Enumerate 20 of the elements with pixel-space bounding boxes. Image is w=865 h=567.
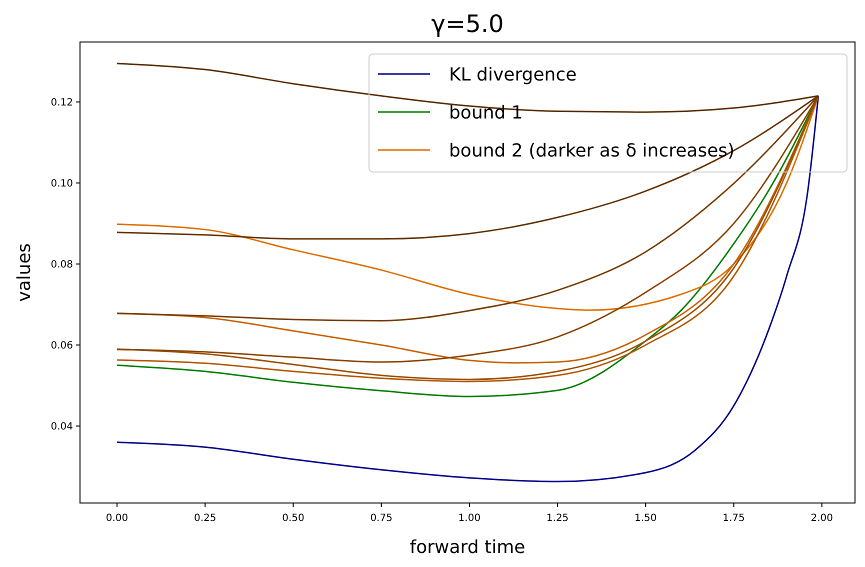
legend-label: KL divergence — [449, 64, 577, 86]
y-tick-label: 0.10 — [50, 178, 73, 190]
x-tick-label: 0.00 — [106, 513, 128, 524]
y-tick-label: 0.08 — [50, 259, 73, 270]
x-tick-label: 1.25 — [546, 513, 569, 524]
x-tick-label: 0.75 — [370, 513, 392, 524]
x-tick-label: 1.50 — [634, 513, 657, 524]
chart-title: γ=5.0 — [431, 10, 504, 38]
x-tick-label: 0.50 — [282, 513, 304, 524]
x-tick-label: 0.25 — [194, 513, 216, 524]
y-tick-label: 0.12 — [50, 97, 73, 108]
y-axis-title: values — [14, 243, 35, 302]
line-series — [116, 95, 820, 482]
x-tick-label: 1.75 — [722, 513, 745, 524]
y-tick-label: 0.06 — [50, 340, 73, 352]
x-tick-label: 2.00 — [810, 513, 834, 524]
y-tick-label: 0.04 — [50, 422, 73, 433]
x-tick-label: 1.00 — [458, 513, 481, 524]
legend-label: bound 2 (darker as δ increases) — [449, 140, 735, 162]
x-axis-title: forward time — [410, 537, 526, 558]
